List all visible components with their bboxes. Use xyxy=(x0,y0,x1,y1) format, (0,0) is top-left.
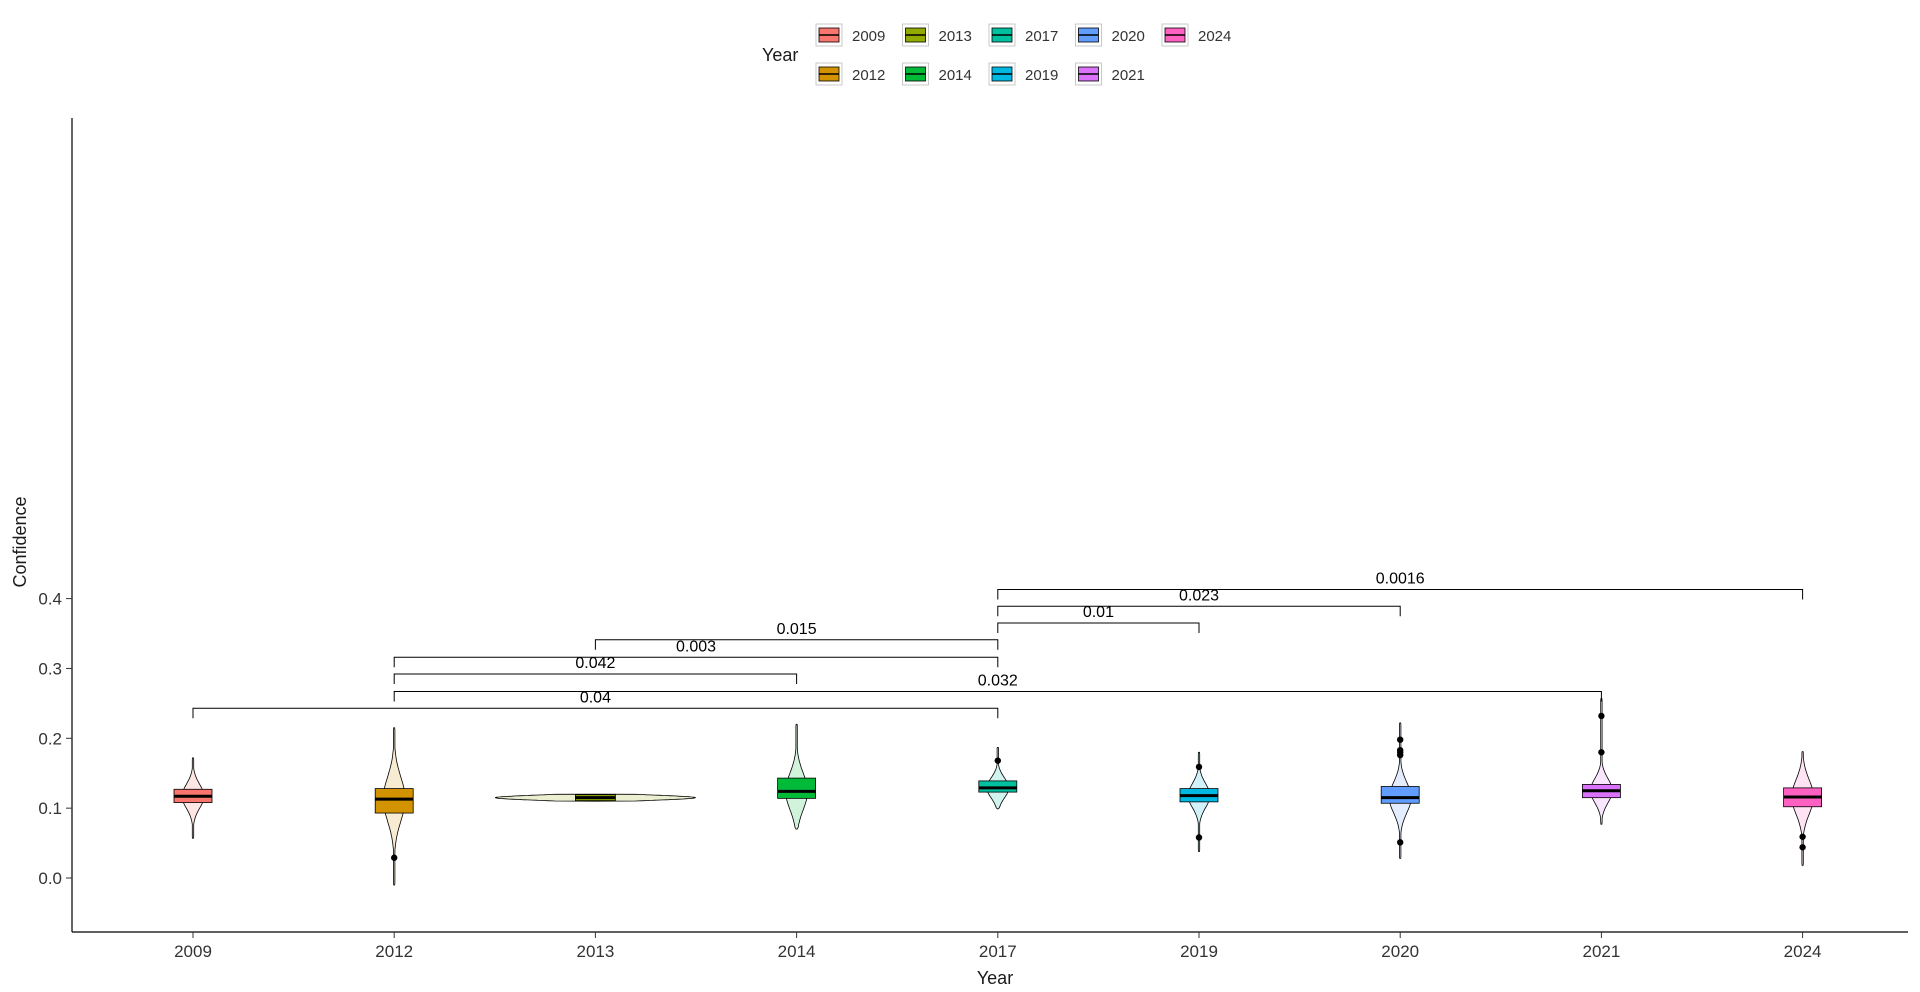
x-tick-label: 2024 xyxy=(1784,942,1822,961)
outlier-2020 xyxy=(1397,746,1404,754)
outlier-2019 xyxy=(1195,763,1203,771)
y-tick-label: 0.2 xyxy=(38,729,62,748)
legend-key-2019 xyxy=(988,62,1016,86)
legend-label: 2024 xyxy=(1198,28,1231,45)
x-tick-label: 2014 xyxy=(778,942,816,961)
p-value-label: 0.0016 xyxy=(1376,571,1425,588)
comparison-bracket: 0.0016 xyxy=(997,571,1804,600)
bracket-line xyxy=(997,605,1401,617)
p-value-label: 0.04 xyxy=(580,689,611,706)
x-tick-label: 2012 xyxy=(375,942,413,961)
legend-item-2009: 2009 xyxy=(815,23,885,47)
violin-2024 xyxy=(1791,751,1815,866)
outlier-2024 xyxy=(1799,833,1806,840)
x-tick-label: 2019 xyxy=(1180,942,1218,961)
outlier-2024 xyxy=(1799,844,1806,851)
bracket-line xyxy=(393,691,1602,702)
legend-item-2014: 2014 xyxy=(902,62,972,86)
group-2024 xyxy=(1783,751,1822,866)
legend-item-2013: 2013 xyxy=(902,23,972,47)
legend-key-2020 xyxy=(1075,23,1102,47)
p-value-label: 0.023 xyxy=(1179,587,1219,604)
p-value-label: 0.015 xyxy=(777,621,817,638)
legend-key-2012 xyxy=(815,62,843,86)
group-2021 xyxy=(1582,698,1621,825)
bracket-line xyxy=(393,656,999,668)
group-2017 xyxy=(978,747,1018,810)
legend-item-2012: 2012 xyxy=(815,62,885,86)
legend-key-2024 xyxy=(1161,23,1189,47)
legend-label: 2019 xyxy=(1025,67,1058,84)
outlier-2021 xyxy=(1598,749,1605,756)
x-tick-label: 2017 xyxy=(979,942,1017,961)
p-value-label: 0.032 xyxy=(978,673,1018,690)
y-axis-title: Confidence xyxy=(10,496,30,587)
outlier-2012 xyxy=(391,854,398,861)
comparison-bracket: 0.015 xyxy=(594,621,999,650)
y-tick-label: 0.4 xyxy=(38,590,62,609)
legend-label: 2017 xyxy=(1025,28,1058,45)
y-tick-label: 0.1 xyxy=(38,799,62,818)
x-tick-label: 2013 xyxy=(576,942,614,961)
p-value-label: 0.042 xyxy=(575,655,615,672)
bracket-line xyxy=(393,673,798,685)
legend-key-2021 xyxy=(1075,62,1102,86)
comparison-bracket: 0.01 xyxy=(997,604,1200,634)
x-axis-title: Year xyxy=(977,968,1013,988)
x-tick-label: 2020 xyxy=(1381,942,1419,961)
outlier-2019 xyxy=(1195,834,1203,841)
comparison-bracket: 0.003 xyxy=(393,638,999,668)
y-tick-label: 0.0 xyxy=(38,869,62,888)
p-value-label: 0.003 xyxy=(676,638,716,655)
comparison-bracket: 0.04 xyxy=(192,689,999,719)
outlier-2017 xyxy=(994,757,1001,764)
violin-2017 xyxy=(986,747,1010,810)
box-2020 xyxy=(1380,786,1420,804)
legend: Year 2009 2013 2017 2020 2024 2012 2014 2019 202… xyxy=(762,23,1231,86)
legend-item-2017: 2017 xyxy=(988,23,1058,47)
outlier-2020 xyxy=(1397,736,1404,743)
group-2012 xyxy=(374,727,414,886)
legend-key-2017 xyxy=(988,23,1016,47)
outlier-2020 xyxy=(1397,839,1404,846)
group-2020 xyxy=(1380,722,1420,859)
legend-item-2020: 2020 xyxy=(1075,23,1145,47)
legend-label: 2014 xyxy=(939,67,972,84)
plot-area: 0.0 0.1 0.2 0.3 0.4 2009 2012 2013 2014 2017 2019 2… xyxy=(38,118,1908,961)
bracket-line xyxy=(594,639,999,650)
box-2014 xyxy=(777,777,816,799)
p-value-label: 0.01 xyxy=(1083,604,1114,621)
legend-label: 2013 xyxy=(939,28,972,45)
legend-title: Year xyxy=(762,45,798,65)
group-2014 xyxy=(777,723,816,830)
box-2012 xyxy=(374,788,414,814)
y-tick-label: 0.3 xyxy=(38,659,62,678)
group-2009 xyxy=(173,757,213,839)
legend-item-2021: 2021 xyxy=(1075,62,1145,86)
legend-key-2014 xyxy=(902,62,929,86)
legend-item-2019: 2019 xyxy=(988,62,1058,86)
outlier-2021 xyxy=(1598,712,1605,720)
legend-key-2009 xyxy=(815,23,843,47)
x-tick-label: 2021 xyxy=(1582,942,1620,961)
bracket-line xyxy=(997,589,1804,600)
bracket-line xyxy=(997,622,1200,634)
legend-label: 2021 xyxy=(1112,67,1145,84)
comparison-bracket: 0.023 xyxy=(997,587,1401,617)
violin-2014 xyxy=(785,723,808,830)
x-tick-label: 2009 xyxy=(174,942,212,961)
legend-label: 2012 xyxy=(852,67,885,84)
bracket-line xyxy=(192,707,999,719)
group-2019 xyxy=(1179,751,1219,852)
legend-key-2013 xyxy=(902,23,929,47)
legend-label: 2009 xyxy=(852,28,885,45)
legend-item-2024: 2024 xyxy=(1161,23,1231,47)
group-2013 xyxy=(494,793,696,802)
comparison-bracket: 0.042 xyxy=(393,655,798,685)
comparison-bracket: 0.032 xyxy=(393,673,1602,702)
legend-label: 2020 xyxy=(1112,28,1145,45)
